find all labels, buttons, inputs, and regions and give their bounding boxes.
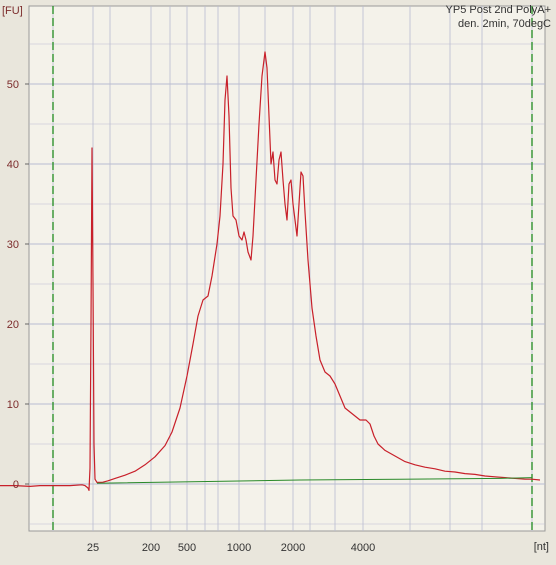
- x-tick-label: 4000: [351, 542, 375, 554]
- x-tick-label: 500: [178, 542, 196, 554]
- y-axis-label: [FU]: [2, 5, 23, 17]
- x-axis-label: [nt]: [534, 541, 549, 553]
- y-tick-label: 10: [7, 399, 19, 411]
- fluorescence-trace-line: [0, 51, 541, 491]
- plot-area: [28, 5, 546, 532]
- y-tick-label: 0: [13, 479, 19, 491]
- x-tick-label: 25: [87, 542, 99, 554]
- y-axis-ticks: 0 10 20 30 40 50: [7, 79, 29, 491]
- chart-title-line-2: den. 2min, 70degC: [458, 18, 551, 30]
- baseline-trace-line: [96, 477, 533, 484]
- series: [0, 51, 541, 491]
- x-tick-label: 200: [142, 542, 160, 554]
- y-tick-label: 50: [7, 79, 19, 91]
- chart-title-line-1: YP5 Post 2nd PolyA+: [446, 4, 551, 16]
- y-tick-label: 20: [7, 319, 19, 331]
- x-tick-label: 1000: [227, 542, 251, 554]
- y-tick-label: 40: [7, 159, 19, 171]
- y-tick-label: 30: [7, 239, 19, 251]
- x-axis-ticks: 25 200 500 1000 2000 4000: [87, 542, 375, 554]
- x-tick-label: 2000: [281, 542, 305, 554]
